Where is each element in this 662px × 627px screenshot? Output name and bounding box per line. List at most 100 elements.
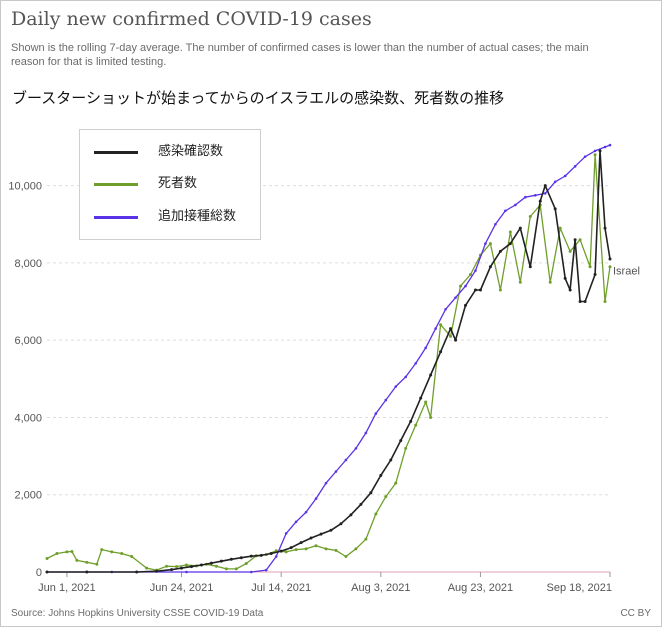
data-point xyxy=(563,276,567,280)
source-link[interactable]: Source: Johns Hopkins University CSSE CO… xyxy=(11,608,264,619)
y-tick-label: 4,000 xyxy=(14,412,42,424)
data-point xyxy=(449,327,453,331)
data-point xyxy=(299,541,303,545)
data-point xyxy=(379,473,383,477)
data-point xyxy=(454,338,458,342)
data-point xyxy=(384,495,388,499)
data-point xyxy=(518,280,522,284)
data-point xyxy=(75,558,79,562)
data-point xyxy=(548,280,552,284)
data-point xyxy=(95,562,99,566)
data-point xyxy=(568,288,572,292)
data-point xyxy=(120,551,124,555)
data-point xyxy=(583,300,587,304)
data-point xyxy=(533,193,537,197)
chart-subtitle: Shown is the rolling 7-day average. The … xyxy=(11,42,589,68)
data-point xyxy=(583,155,587,158)
data-point xyxy=(309,536,313,540)
data-point xyxy=(249,554,253,558)
data-point xyxy=(389,458,393,462)
data-point xyxy=(404,375,408,379)
data-point xyxy=(444,307,447,311)
data-point xyxy=(304,547,308,551)
x-tick-label: Aug 23, 2021 xyxy=(448,582,513,594)
data-point xyxy=(538,199,542,203)
data-point xyxy=(100,548,104,552)
data-point xyxy=(229,557,233,561)
chart-legend: 感染確認数 死者数 追加接種総数 xyxy=(79,129,261,240)
legend-label-deaths: 死者数 xyxy=(158,176,198,191)
data-point xyxy=(588,265,592,269)
data-point xyxy=(314,544,318,548)
data-point xyxy=(394,481,398,485)
data-point xyxy=(359,502,363,506)
data-point xyxy=(484,242,487,245)
data-point xyxy=(130,555,134,559)
data-point xyxy=(180,566,184,570)
data-point xyxy=(593,273,597,276)
data-point xyxy=(175,565,179,569)
data-point xyxy=(414,362,417,365)
data-point xyxy=(170,568,174,572)
series-line-vaccinations xyxy=(47,144,611,573)
series-line-deaths xyxy=(46,154,611,571)
data-point xyxy=(504,209,507,213)
data-point xyxy=(528,265,532,269)
data-point xyxy=(324,547,328,551)
license-link[interactable]: CC BY xyxy=(620,608,651,619)
data-point xyxy=(224,567,228,571)
data-point xyxy=(514,203,517,207)
legend-label-cases: 感染確認数 xyxy=(158,144,224,159)
data-point xyxy=(199,563,203,567)
data-point xyxy=(568,249,572,253)
data-point xyxy=(424,400,428,404)
data-point xyxy=(464,284,467,288)
data-point xyxy=(274,555,278,558)
data-point xyxy=(259,553,263,557)
data-point xyxy=(384,398,388,402)
x-tick-label: Sep 18, 2021 xyxy=(547,582,612,594)
data-point xyxy=(498,249,502,253)
y-tick-label: 6,000 xyxy=(14,335,42,347)
data-point xyxy=(488,242,492,246)
data-point xyxy=(593,149,597,153)
data-point xyxy=(524,195,527,199)
data-point xyxy=(424,346,427,350)
data-point xyxy=(284,532,288,535)
data-point xyxy=(558,226,562,230)
series-line-cases xyxy=(47,150,611,573)
legend-swatch-cases xyxy=(94,151,138,154)
data-point xyxy=(553,180,557,184)
data-point xyxy=(339,522,343,526)
data-point xyxy=(374,412,378,415)
y-tick-label: 8,000 xyxy=(14,258,42,270)
data-point xyxy=(155,569,159,573)
x-tick-label: Aug 3, 2021 xyxy=(351,582,410,594)
data-point xyxy=(279,549,283,553)
data-point xyxy=(508,242,512,246)
data-point xyxy=(518,226,522,230)
data-point xyxy=(449,334,453,338)
data-point xyxy=(464,303,468,307)
data-point xyxy=(414,423,418,427)
data-point xyxy=(578,300,582,304)
data-point xyxy=(249,570,253,574)
data-point xyxy=(468,273,472,276)
data-point xyxy=(409,419,413,423)
data-point xyxy=(399,439,403,443)
y-tick-label: 0 xyxy=(36,567,42,579)
data-point xyxy=(304,510,308,514)
data-point xyxy=(214,564,218,568)
chart-title: Daily new confirmed COVID-19 cases xyxy=(11,8,372,30)
data-point xyxy=(239,556,243,560)
data-point xyxy=(324,481,328,485)
data-point xyxy=(439,350,443,354)
data-point xyxy=(488,265,492,269)
data-point xyxy=(314,497,318,500)
data-point xyxy=(608,143,612,147)
data-point xyxy=(573,238,577,242)
data-point xyxy=(165,564,169,568)
data-point xyxy=(185,570,188,574)
data-point xyxy=(563,174,567,178)
